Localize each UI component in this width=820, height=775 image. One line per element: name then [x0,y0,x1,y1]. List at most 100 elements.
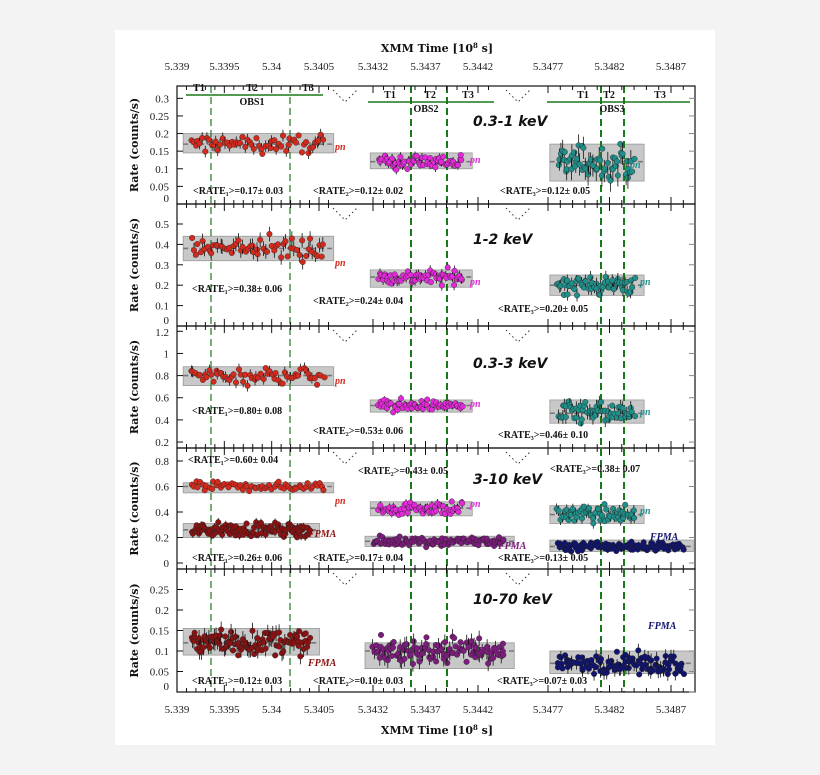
data-point [607,177,614,184]
data-point [293,246,300,253]
data-point [631,155,638,162]
data-point [299,149,306,156]
data-point [602,273,609,280]
data-point [242,371,249,378]
data-point [424,396,431,403]
data-point [321,374,328,381]
data-point [500,651,507,658]
data-point [272,370,279,377]
data-point [459,500,466,507]
data-point [635,647,642,654]
data-point [609,277,616,284]
bottom-x-tick-label: 5.3432 [358,704,388,716]
data-point [633,662,640,669]
data-point [274,241,281,248]
data-point [404,166,411,173]
data-point [196,140,203,147]
top-x-tick-label: 5.34 [262,61,282,73]
mean-rate-label: <RATE₁>=0.26± 0.06 [192,553,282,564]
mean-rate-label: <RATE₂>=0.12± 0.02 [313,186,403,197]
data-point [485,660,492,667]
data-point [407,271,414,278]
data-point [589,162,596,169]
data-point [490,654,497,661]
data-point [601,501,608,508]
data-point [283,147,290,154]
data-point [296,628,303,635]
data-point [590,520,597,527]
y-tick-label: 0.05 [150,181,170,193]
mean-rate-label: <RATE₂>=0.10± 0.03 [313,676,403,687]
energy-band-label: 0.3-3 keV [473,356,549,372]
axis-break-mark [505,89,531,103]
data-point [192,251,199,258]
data-point [214,147,221,154]
data-point [614,172,621,179]
data-point [279,380,286,387]
observation-label: OBS3 [599,104,624,115]
data-point [476,635,483,642]
data-point [595,505,602,512]
data-point [409,660,416,667]
y-tick-label: 0 [164,681,170,693]
interval-boundaries [210,86,625,692]
data-point [239,243,246,250]
data-point [555,507,562,514]
data-point [389,155,396,162]
data-point [568,548,575,555]
data-point [423,641,430,648]
data-point [680,546,687,553]
bottom-x-tick-label: 5.34 [262,704,282,716]
data-point [666,666,673,673]
data-point [500,536,507,543]
interval-label: T2 [603,90,615,101]
data-point [295,372,302,379]
data-point [628,408,635,415]
data-point [208,371,215,378]
y-axis-title: Rate (counts/s) [128,340,141,434]
data-point [396,533,403,540]
top-x-tick-label: 5.3482 [594,61,624,73]
data-point [288,235,295,242]
data-point [203,374,210,381]
data-point [242,143,249,150]
data-point [593,165,600,172]
bottom-x-axis-title: XMM Time [108 s] [381,723,493,737]
detector-label: pn [334,142,346,153]
data-point [307,634,314,641]
data-point [619,405,626,412]
detector-label: FPMA [477,646,507,657]
data-point [397,153,404,160]
top-x-tick-label: 5.3395 [209,61,240,73]
y-tick-label: 0.1 [155,646,169,658]
data-point [601,165,608,172]
mean-rate-label: <RATE₁>=0.60± 0.04 [188,455,278,466]
bottom-x-tick-label: 5.3477 [533,704,564,716]
interval-label: T1 [577,90,589,101]
y-axis-title: Rate (counts/s) [128,461,141,555]
data-point [217,632,224,639]
mean-rate-label: <RATE₃>=0.13± 0.05 [498,553,588,564]
data-point [680,671,687,678]
mean-rate-label: <RATE₂>=0.53± 0.06 [313,426,403,437]
data-point [314,381,321,388]
data-point [235,237,242,244]
detector-label: pn [469,399,481,410]
y-tick-label: 0.8 [155,456,169,468]
data-point [444,660,451,667]
data-point [239,133,246,140]
data-point [444,264,451,271]
data-point [582,278,589,285]
axis-break-mark [332,572,358,586]
data-point [285,141,292,148]
data-point [608,657,615,664]
data-point [232,379,239,386]
data-point [311,375,318,382]
bottom-x-tick-label: 5.3437 [410,704,441,716]
data-point [271,137,278,144]
data-point [296,251,303,258]
interval-label: T3 [654,90,666,101]
axis-break-mark [505,329,531,343]
data-point [377,631,384,638]
